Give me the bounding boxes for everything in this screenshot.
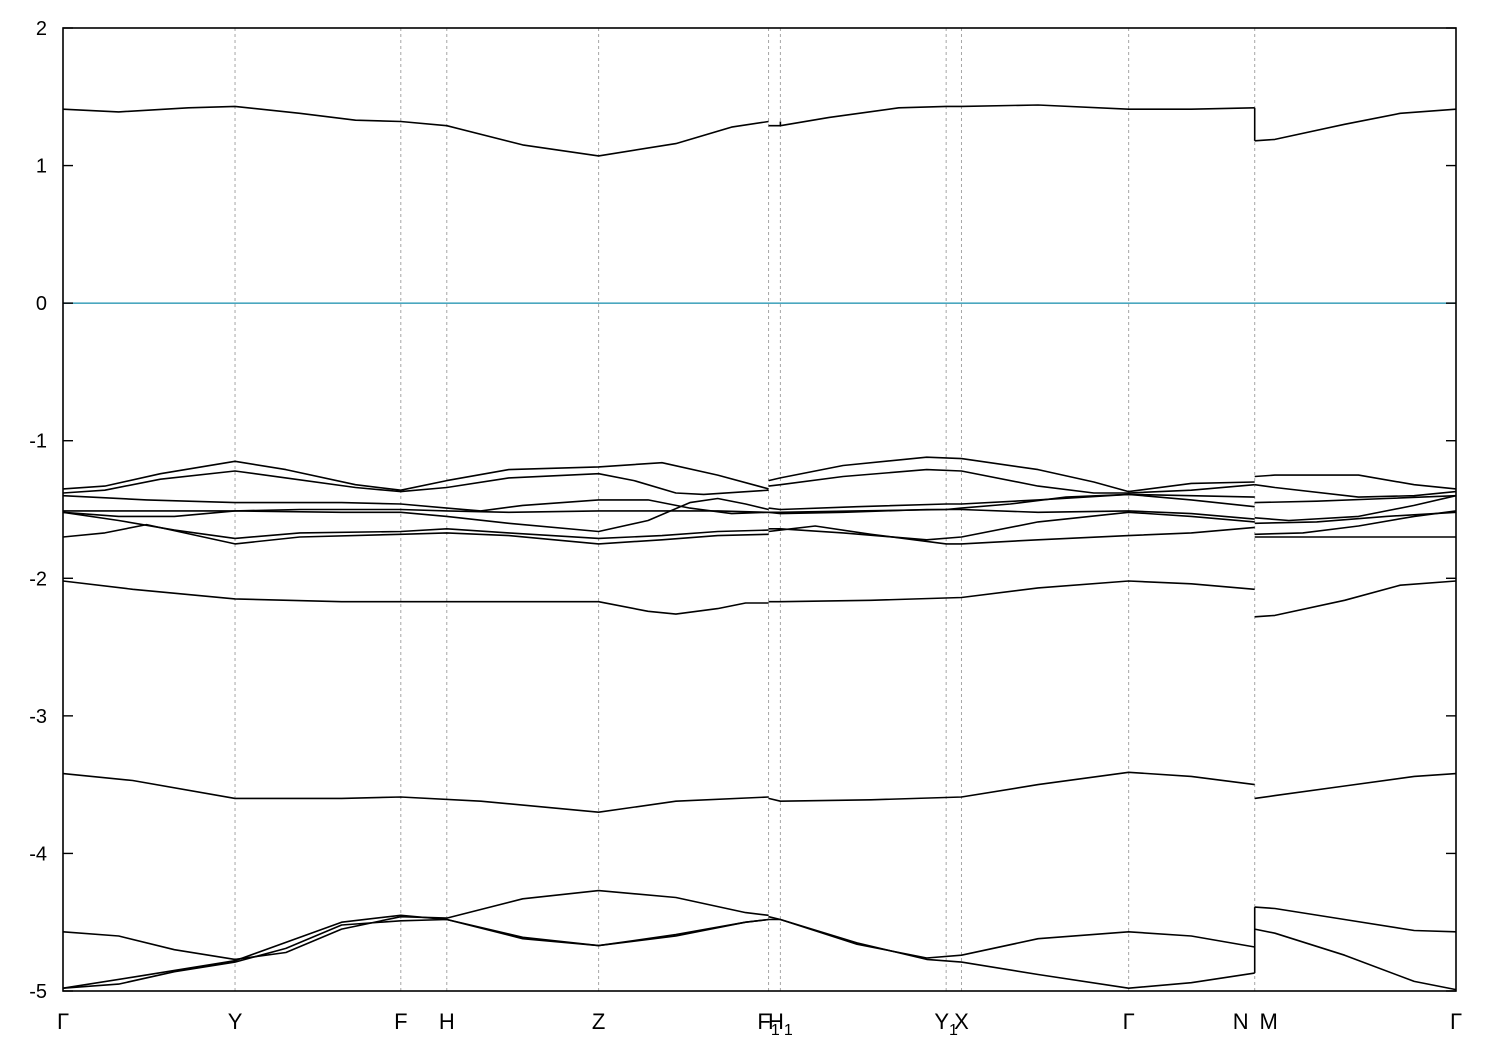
x-tick-label-3: H <box>439 1009 455 1034</box>
band-line-15 <box>62 508 769 518</box>
band-line-19 <box>768 511 1255 541</box>
band-line-7 <box>768 468 1255 494</box>
band-line-36 <box>62 914 769 989</box>
x-tick-label-sub-6: 1 <box>784 1022 793 1039</box>
x-tick-label-9: Γ <box>1123 1009 1135 1034</box>
band-line-22 <box>768 525 1255 545</box>
y-tick-label-7: -5 <box>29 981 47 1003</box>
band-line-28 <box>768 771 1255 803</box>
band-line-11 <box>1254 494 1457 504</box>
plot-frame-rect <box>62 27 1457 992</box>
band-line-17 <box>1254 511 1457 525</box>
band-line-14 <box>1254 494 1457 522</box>
band-line-31 <box>768 918 1255 990</box>
band-line-10 <box>768 493 1255 511</box>
x-tick-label-0: Γ <box>57 1009 69 1034</box>
band-line-16 <box>768 508 1255 520</box>
band-line-29 <box>1254 772 1457 800</box>
y-tick-label-2: 0 <box>36 293 47 315</box>
band-line-34 <box>768 915 1255 959</box>
band-line-6 <box>62 470 769 496</box>
x-tick-label-sub-7: 1 <box>949 1022 958 1039</box>
band-line-27 <box>62 772 769 814</box>
y-tick-label-3: -1 <box>29 431 47 453</box>
x-tick-label-11: M <box>1260 1009 1278 1034</box>
band-line-24 <box>62 580 769 615</box>
band-line-25 <box>768 580 1255 603</box>
x-tick-label-2: F <box>394 1009 407 1034</box>
plot-frame <box>62 27 1457 992</box>
band-line-5 <box>1254 474 1457 490</box>
y-axis: 2 1 0 -1 -2 -3 -4 -5 <box>29 18 1456 1003</box>
band-line-33 <box>62 918 769 989</box>
band-line-1 <box>768 104 1255 127</box>
band-line-3 <box>62 460 769 492</box>
y-tick-label-0: 2 <box>36 18 47 40</box>
x-tick-label-12: Γ <box>1450 1009 1462 1034</box>
y-tick-label-5: -3 <box>29 706 47 728</box>
band-line-30 <box>62 889 769 961</box>
band-line-35 <box>1254 928 1457 991</box>
band-line-20 <box>1254 510 1457 536</box>
y-tick-label-1: 1 <box>36 156 47 178</box>
band-line-0 <box>62 105 769 157</box>
band-line-21 <box>62 523 769 545</box>
x-tick-label-8: X <box>954 1009 969 1034</box>
x-tick-label-4: Z <box>592 1009 605 1034</box>
band-line-26 <box>1254 580 1457 618</box>
x-tick-label-1: Y <box>228 1009 243 1034</box>
x-tick-label-sub-5: 1 <box>771 1022 780 1039</box>
y-tick-label-6: -4 <box>29 843 47 865</box>
band-line-32 <box>1254 906 1457 933</box>
band-line-8 <box>1254 483 1457 498</box>
x-tick-label-10: N <box>1233 1009 1249 1034</box>
band-line-4 <box>768 456 1255 493</box>
band-line-2 <box>1254 108 1457 142</box>
y-tick-label-4: -2 <box>29 568 47 590</box>
band-line-13 <box>768 493 1255 514</box>
band-series <box>62 104 1457 991</box>
